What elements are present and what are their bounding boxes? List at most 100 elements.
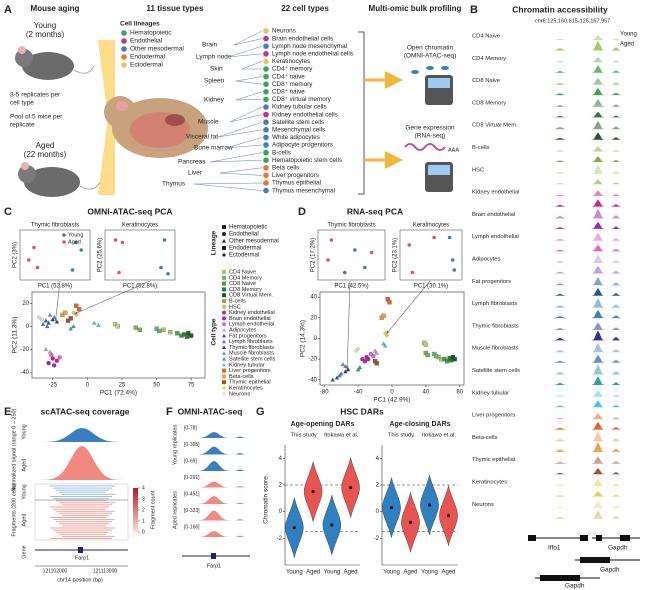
axis-label: Aged <box>21 459 27 472</box>
point <box>52 363 57 368</box>
label: Aged <box>620 42 634 48</box>
group-label: Young replicates <box>172 425 178 466</box>
inset-point <box>79 248 84 252</box>
cell-icon <box>263 43 269 49</box>
inset-frame <box>104 229 176 281</box>
track-signal <box>530 364 648 375</box>
track-signal <box>530 309 648 319</box>
label: (OMNI-ATAC-seq) <box>404 53 456 60</box>
track-signal <box>182 446 250 455</box>
point <box>374 350 379 355</box>
inset-frame <box>317 229 386 281</box>
y-tick-label: 0 <box>314 336 318 342</box>
legend-swatch <box>222 232 226 236</box>
connector <box>235 76 263 82</box>
point <box>36 315 42 320</box>
colorbar <box>133 488 138 532</box>
legend-swatch <box>222 380 226 385</box>
x-tick-label: 0 <box>86 383 90 389</box>
tissue-label: Kidney <box>204 97 225 104</box>
track-label: CD8 Naive <box>472 78 500 84</box>
cell-icon <box>263 119 269 125</box>
legend-swatch <box>121 46 127 52</box>
cell-icon <box>263 104 269 110</box>
inset-point <box>452 268 457 272</box>
y-tick-label: -20 <box>20 347 29 353</box>
median-dot <box>330 523 334 527</box>
point <box>383 343 388 348</box>
x-tick-label: Young <box>421 570 438 576</box>
track-label: Adipocytes <box>472 257 500 263</box>
connector <box>219 167 263 174</box>
coverage <box>35 428 128 442</box>
legend-label: Kidney endothelial <box>229 310 275 316</box>
inset-point <box>74 240 78 245</box>
cell-icon <box>263 96 269 103</box>
legend-swatch <box>121 54 127 60</box>
y-tick-label: 0 <box>279 509 283 515</box>
axis-label: PC2 (25.6%) <box>98 238 104 272</box>
track-signal <box>530 179 648 185</box>
track-signal <box>530 277 648 286</box>
tissue-label: Visceral fat <box>186 134 218 141</box>
connector <box>209 152 263 163</box>
panel-letter: F <box>166 406 173 418</box>
subplot-title: Age-opening DARs <box>291 421 355 428</box>
inset-point <box>113 238 118 242</box>
label: Young <box>620 32 637 38</box>
connector <box>217 121 263 138</box>
cell-type-label: Kidney endothelial cells <box>272 111 338 118</box>
inset-frame <box>399 229 463 281</box>
legend-label: Other mesodermal <box>130 46 184 53</box>
track-range: [0-78] <box>184 425 197 431</box>
axis-label: Young <box>21 484 27 499</box>
cell-icon <box>263 127 269 133</box>
axis-label: PC1 (52.8%) <box>38 284 72 290</box>
panel-header: Multi-omic bulk profiling <box>369 4 462 13</box>
legend-swatch <box>222 374 226 379</box>
axis-label: PC1 (52.8%) <box>123 284 157 290</box>
track-label: Beta-cells <box>472 435 498 441</box>
label: AAA <box>448 147 459 153</box>
point <box>357 365 362 370</box>
legend-label: Liver progenitors <box>229 368 271 374</box>
x-tick-label: 0 <box>390 390 394 396</box>
group-label: Aged replicates <box>172 491 178 529</box>
track-signal <box>530 413 648 420</box>
colorbar-tick-label: 3 <box>142 496 145 502</box>
panel-a-art <box>15 31 453 197</box>
cell-type-label: Lymph node mesenchymal <box>272 43 347 50</box>
cell-icon <box>263 157 269 163</box>
legend-label: Brain endothelial <box>229 316 271 322</box>
legend-swatch <box>222 328 226 332</box>
tissue-label: Bone marrow <box>194 145 233 152</box>
legend-swatch <box>121 62 127 68</box>
y-tick-label: 2 <box>279 483 283 489</box>
panel-header: 11 tissue types <box>147 4 204 13</box>
point <box>433 353 439 359</box>
tissue-label: Spleen <box>204 78 225 85</box>
exon <box>211 553 216 559</box>
inset-title: Keratinocytes <box>413 223 449 229</box>
legend-swatch <box>222 333 226 338</box>
point <box>337 373 342 378</box>
legend-label: Beta-cells <box>229 374 254 380</box>
track-signal <box>530 254 648 263</box>
label: (22 months) <box>24 150 67 159</box>
legend-swatch <box>222 357 226 361</box>
tissue-label: Liver <box>188 170 203 177</box>
legend-label: Neurons <box>229 391 250 397</box>
colorbar-tick-label: 2 <box>142 507 145 513</box>
axis-label: chr14 position (bp) <box>57 577 103 583</box>
track-signal <box>530 146 648 152</box>
exon <box>580 557 610 563</box>
legend-label: CD4 Naive <box>229 269 256 275</box>
y-tick-label: 20 <box>22 301 29 307</box>
point <box>43 347 49 352</box>
inset-point <box>162 238 167 242</box>
point <box>54 358 60 363</box>
cell-type-label: Mesenchymal cells <box>272 126 325 133</box>
cell-icon <box>263 134 269 141</box>
study-label: This study <box>388 433 415 439</box>
connector <box>233 30 263 46</box>
